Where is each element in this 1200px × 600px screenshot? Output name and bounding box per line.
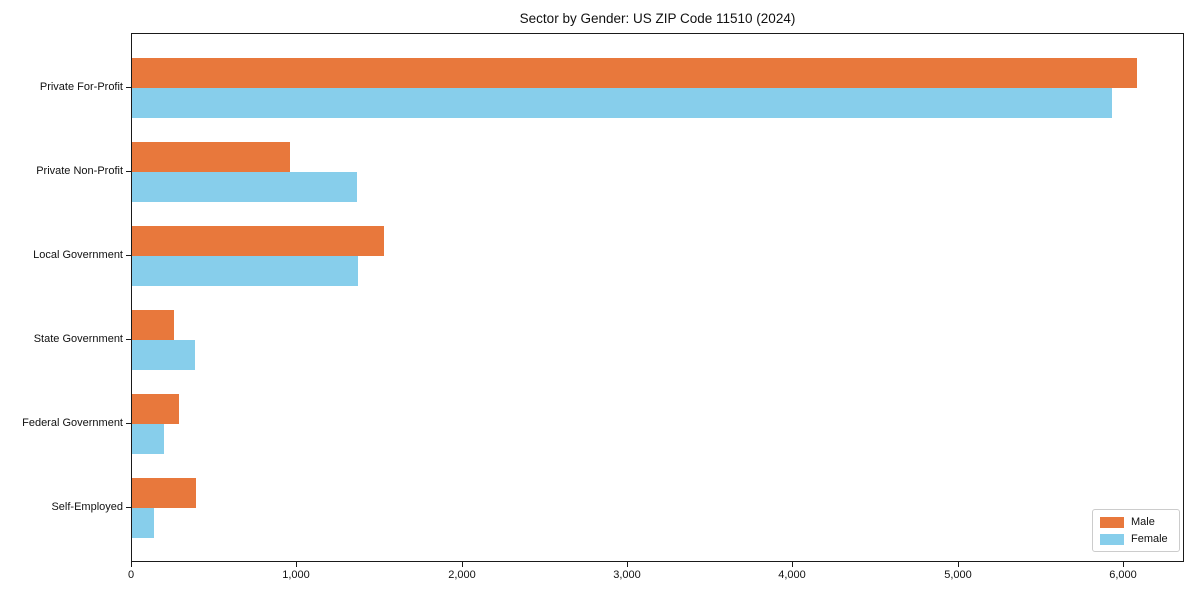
y-tick-mark xyxy=(126,255,131,256)
male-series-swatch xyxy=(1100,516,1124,528)
chart-title: Sector by Gender: US ZIP Code 11510 (202… xyxy=(519,11,796,26)
y-tick-label: State Government xyxy=(33,333,123,345)
bar-female-private-non-profit xyxy=(132,172,357,202)
y-tick-mark xyxy=(126,423,131,424)
y-tick-label: Federal Government xyxy=(22,417,123,429)
x-tick-label: 3,000 xyxy=(613,569,641,581)
legend: Male Female xyxy=(1092,509,1180,552)
y-tick-label: Local Government xyxy=(33,249,123,261)
female-series-swatch xyxy=(1100,533,1124,545)
y-tick-mark xyxy=(126,339,131,340)
x-tick-label: 6,000 xyxy=(1109,569,1137,581)
x-tick-label: 0 xyxy=(127,569,135,581)
x-tick-mark xyxy=(627,562,628,567)
bar-male-self-employed xyxy=(132,478,196,508)
x-tick-mark xyxy=(462,562,463,567)
x-tick-mark xyxy=(296,562,297,567)
x-tick-mark xyxy=(131,562,132,567)
legend-label-female: Female xyxy=(1131,533,1168,545)
y-tick-mark xyxy=(126,507,131,508)
bar-female-self-employed xyxy=(132,508,154,538)
y-tick-label: Self-Employed xyxy=(51,501,123,513)
bar-male-private-for-profit xyxy=(132,58,1137,88)
bar-male-federal-government xyxy=(132,394,179,424)
bar-male-private-non-profit xyxy=(132,142,290,172)
bar-female-local-government xyxy=(132,256,358,286)
x-tick-label: 4,000 xyxy=(778,569,806,581)
x-tick-label: 5,000 xyxy=(944,569,972,581)
x-tick-mark xyxy=(792,562,793,567)
legend-item-male: Male xyxy=(1100,516,1171,528)
y-tick-mark xyxy=(126,171,131,172)
legend-label-male: Male xyxy=(1131,516,1155,528)
x-tick-label: 2,000 xyxy=(448,569,476,581)
y-tick-mark xyxy=(126,87,131,88)
y-tick-label: Private For-Profit xyxy=(39,81,123,93)
x-tick-mark xyxy=(1123,562,1124,567)
x-tick-label: 1,000 xyxy=(282,569,310,581)
bar-female-state-government xyxy=(132,340,195,370)
x-tick-mark xyxy=(958,562,959,567)
y-tick-label: Private Non-Profit xyxy=(36,165,123,177)
bar-female-private-for-profit xyxy=(132,88,1112,118)
bar-male-state-government xyxy=(132,310,174,340)
legend-item-female: Female xyxy=(1100,533,1171,545)
plot-area: Male Female xyxy=(131,33,1184,562)
bar-male-local-government xyxy=(132,226,384,256)
bar-female-federal-government xyxy=(132,424,164,454)
